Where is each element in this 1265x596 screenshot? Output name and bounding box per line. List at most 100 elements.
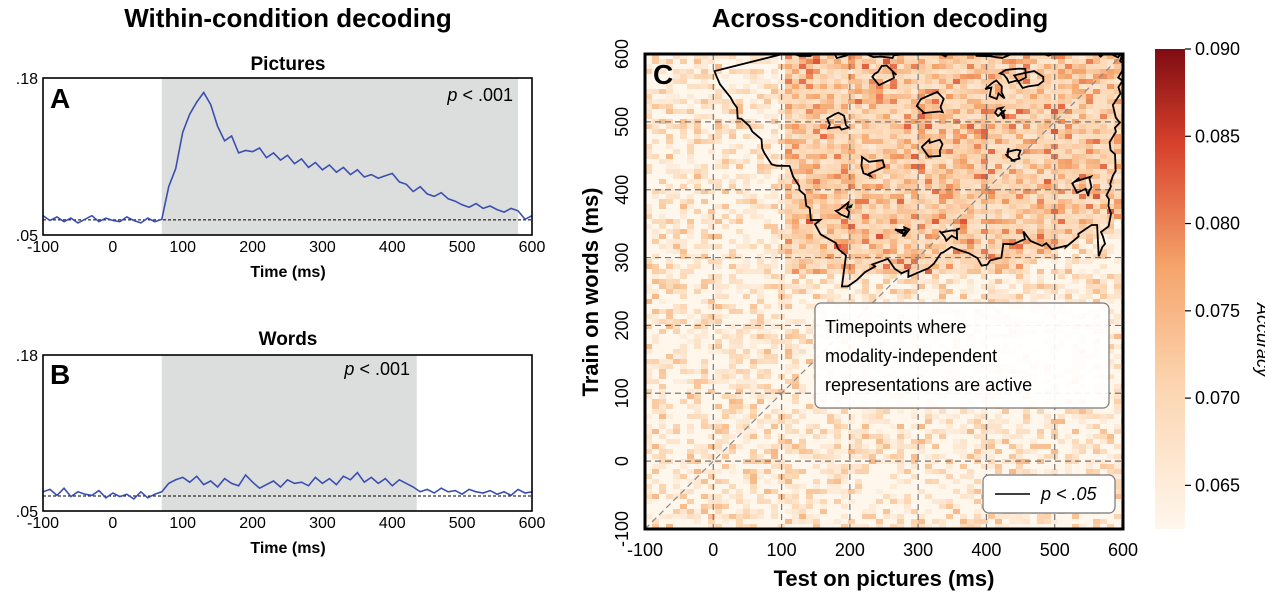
heatmap-cell	[1107, 69, 1114, 74]
heatmap-cell	[960, 129, 967, 134]
heatmap-cell	[848, 419, 855, 424]
heatmap-cell	[960, 149, 967, 154]
heatmap-cell	[813, 519, 820, 524]
heatmap-cell	[953, 79, 960, 84]
heatmap-cell	[953, 99, 960, 104]
heatmap-cell	[778, 409, 785, 414]
heatmap-cell	[932, 69, 939, 74]
heatmap-cell	[1086, 279, 1093, 284]
colorbar	[1155, 49, 1185, 529]
heatmap-cell	[862, 509, 869, 514]
heatmap-cell	[967, 139, 974, 144]
heatmap-cell	[736, 174, 743, 179]
heatmap-cell	[1107, 349, 1114, 354]
heatmap-cell	[750, 269, 757, 274]
heatmap-cell	[1114, 199, 1121, 204]
heatmap-cell	[862, 214, 869, 219]
heatmap-cell	[673, 124, 680, 129]
heatmap-cell	[785, 444, 792, 449]
heatmap-cell	[911, 444, 918, 449]
panel-c-ytick-0: -100	[612, 511, 632, 547]
heatmap-cell	[1023, 254, 1030, 259]
heatmap-cell	[743, 439, 750, 444]
heatmap-cell	[778, 79, 785, 84]
heatmap-cell	[855, 139, 862, 144]
heatmap-cell	[995, 69, 1002, 74]
heatmap-cell	[652, 234, 659, 239]
heatmap-cell	[932, 79, 939, 84]
heatmap-cell	[911, 454, 918, 459]
heatmap-cell	[729, 449, 736, 454]
heatmap-cell	[645, 434, 652, 439]
heatmap-cell	[771, 189, 778, 194]
heatmap-cell	[1093, 179, 1100, 184]
heatmap-cell	[701, 364, 708, 369]
heatmap-cell	[806, 149, 813, 154]
heatmap-cell	[918, 79, 925, 84]
heatmap-cell	[792, 154, 799, 159]
heatmap-cell	[673, 249, 680, 254]
heatmap-cell	[848, 264, 855, 269]
heatmap-cell	[1037, 234, 1044, 239]
heatmap-cell	[729, 249, 736, 254]
heatmap-cell	[981, 89, 988, 94]
heatmap-cell	[680, 59, 687, 64]
heatmap-cell	[1037, 84, 1044, 89]
heatmap-cell	[1016, 194, 1023, 199]
heatmap-cell	[757, 369, 764, 374]
heatmap-cell	[1037, 219, 1044, 224]
heatmap-cell	[876, 84, 883, 89]
heatmap-cell	[729, 184, 736, 189]
heatmap-cell	[708, 304, 715, 309]
heatmap-cell	[932, 194, 939, 199]
heatmap-cell	[1002, 244, 1009, 249]
heatmap-cell	[666, 359, 673, 364]
heatmap-cell	[1086, 464, 1093, 469]
heatmap-cell	[799, 264, 806, 269]
heatmap-cell	[666, 199, 673, 204]
heatmap-cell	[918, 149, 925, 154]
heatmap-cell	[1100, 224, 1107, 229]
heatmap-cell	[1093, 424, 1100, 429]
heatmap-cell	[1107, 454, 1114, 459]
heatmap-cell	[785, 114, 792, 119]
heatmap-cell	[1072, 139, 1079, 144]
heatmap-cell	[890, 259, 897, 264]
heatmap-cell	[974, 134, 981, 139]
heatmap-cell	[1107, 189, 1114, 194]
heatmap-cell	[771, 94, 778, 99]
heatmap-cell	[897, 514, 904, 519]
heatmap-cell	[806, 144, 813, 149]
heatmap-cell	[834, 149, 841, 154]
heatmap-cell	[1100, 59, 1107, 64]
heatmap-cell	[855, 209, 862, 214]
heatmap-cell	[876, 129, 883, 134]
heatmap-cell	[736, 159, 743, 164]
heatmap-cell	[890, 214, 897, 219]
heatmap-cell	[1065, 244, 1072, 249]
heatmap-cell	[862, 279, 869, 284]
heatmap-cell	[659, 224, 666, 229]
heatmap-cell	[869, 294, 876, 299]
heatmap-cell	[1009, 129, 1016, 134]
heatmap-cell	[1009, 124, 1016, 129]
heatmap-cell	[960, 464, 967, 469]
heatmap-cell	[694, 139, 701, 144]
heatmap-cell	[1072, 79, 1079, 84]
heatmap-cell	[946, 204, 953, 209]
heatmap-cell	[862, 139, 869, 144]
heatmap-cell	[876, 489, 883, 494]
heatmap-cell	[911, 414, 918, 419]
heatmap-cell	[1072, 524, 1079, 529]
heatmap-cell	[645, 214, 652, 219]
heatmap-cell	[701, 314, 708, 319]
heatmap-cell	[771, 84, 778, 89]
panel-a-xtick-2: 100	[169, 239, 196, 256]
heatmap-cell	[1107, 219, 1114, 224]
heatmap-cell	[960, 239, 967, 244]
heatmap-cell	[1044, 234, 1051, 239]
heatmap-cell	[995, 99, 1002, 104]
heatmap-cell	[890, 269, 897, 274]
heatmap-cell	[869, 259, 876, 264]
heatmap-cell	[771, 454, 778, 459]
